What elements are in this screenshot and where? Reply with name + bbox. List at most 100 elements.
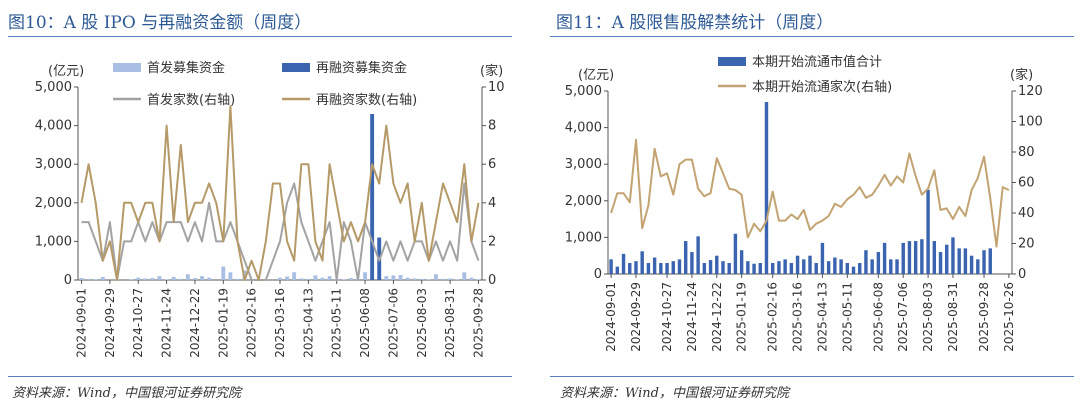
bar	[683, 241, 688, 274]
y-tick-label: 3,000	[35, 157, 72, 172]
bar	[696, 236, 700, 274]
x-tick-label: 2025-01-19	[735, 282, 749, 352]
bar	[864, 250, 868, 274]
y2-tick-label: 2	[488, 234, 496, 249]
bar	[951, 237, 955, 274]
source-note: 资料来源：Wind，中国银河证券研究院	[12, 386, 241, 401]
y2-tick-label: 10	[488, 80, 505, 95]
bar	[907, 241, 912, 274]
y-tick-label: 1,000	[35, 234, 72, 249]
x-tick-label: 2025-06-08	[871, 282, 885, 352]
bar	[327, 276, 332, 280]
bar	[476, 279, 481, 280]
x-tick-label: 2025-07-06	[386, 288, 400, 358]
bar	[235, 278, 240, 280]
x-tick-label: 2025-05-11	[330, 288, 344, 358]
bar	[727, 263, 731, 274]
bar	[93, 279, 98, 280]
x-tick-label: 2025-09-28	[977, 282, 991, 352]
y-tick-label: 1,000	[565, 230, 602, 245]
bar	[826, 261, 831, 274]
bar	[384, 276, 389, 280]
bar	[200, 276, 204, 280]
y-tick-label: 5,000	[35, 80, 72, 95]
x-tick-label: 2024-10-27	[131, 288, 145, 358]
y-tick-label: 4,000	[35, 119, 72, 134]
x-tick-label: 2025-08-03	[415, 288, 429, 358]
bar	[164, 279, 169, 280]
bar	[739, 250, 744, 274]
chart-title: 图11：A 股限售股解禁统计（周度）	[556, 13, 834, 33]
bar	[901, 242, 905, 274]
x-tick-label: 2025-04-13	[815, 282, 829, 352]
legend-label: 本期开始流通市值合计	[752, 54, 882, 70]
bar	[207, 277, 212, 280]
bar	[192, 278, 197, 280]
bar	[932, 241, 937, 274]
bar	[957, 248, 961, 274]
bar	[876, 252, 881, 274]
bar	[926, 189, 930, 274]
bar	[221, 266, 226, 280]
y2-tick-label: 60	[1018, 176, 1035, 191]
bar	[433, 274, 438, 280]
y-tick-label: 0	[64, 273, 72, 288]
chart-panel-unlock: 图11：A 股限售股解禁统计（周度） 0 1,000 2,000 3,000 4,000…	[548, 0, 1080, 412]
bar	[963, 248, 968, 274]
x-tick-label: 2025-02-16	[245, 288, 259, 358]
bar	[79, 278, 84, 280]
x-tick-label: 2024-12-22	[188, 288, 202, 358]
bar	[171, 276, 176, 280]
y-axis-unit: (亿元)	[578, 68, 614, 83]
bar	[419, 278, 424, 280]
bar	[870, 259, 874, 274]
bar	[777, 261, 781, 274]
y2-tick-label: 0	[488, 273, 496, 288]
x-tick-label: 2025-08-31	[946, 282, 960, 352]
bar	[764, 101, 769, 274]
legend-label: 本期开始流通家次(右轴)	[752, 79, 892, 95]
y-tick-label: 5,000	[565, 84, 602, 99]
x-tick-label: 2025-03-16	[791, 282, 805, 352]
bar	[677, 259, 682, 274]
x-tick-label: 2024-11-24	[685, 282, 699, 352]
bar	[976, 259, 980, 274]
y-tick-label: 3,000	[565, 157, 602, 172]
bar	[789, 263, 794, 274]
footer-rule	[8, 376, 512, 377]
bar	[136, 277, 141, 280]
bar	[913, 241, 918, 274]
bar	[455, 279, 460, 280]
bar	[858, 263, 862, 274]
chart-title: 图10：A 股 IPO 与再融资金额（周度）	[8, 13, 312, 33]
bar	[129, 279, 134, 280]
bar	[86, 278, 91, 280]
y2-tick-label: 4	[488, 196, 496, 211]
bar	[100, 276, 105, 280]
bar	[715, 255, 719, 274]
x-tick-label: 2024-09-01	[604, 282, 618, 352]
bar	[469, 277, 474, 280]
y2-axis-unit: (家)	[1010, 67, 1033, 83]
bar	[285, 276, 290, 280]
bar	[292, 272, 297, 280]
bar	[808, 255, 812, 274]
x-tick-label: 2024-09-01	[75, 288, 89, 358]
bar	[370, 114, 375, 281]
bar	[690, 252, 694, 274]
bar	[889, 259, 893, 274]
bar	[398, 274, 403, 280]
bar	[609, 259, 613, 274]
bar	[391, 275, 396, 280]
y2-tick-label: 120	[1018, 84, 1043, 99]
bar	[920, 239, 924, 274]
bar	[228, 272, 233, 280]
chart-panel-ipo-refinancing: 图10：A 股 IPO 与再融资金额（周度） 0 1,000 2,000 3,000 4…	[0, 0, 512, 412]
bar	[341, 279, 346, 280]
title-rule	[550, 36, 1074, 37]
bar	[802, 259, 806, 274]
bar	[746, 261, 750, 274]
bar	[895, 259, 899, 274]
bar	[306, 278, 311, 280]
footer-rule	[550, 376, 1074, 377]
